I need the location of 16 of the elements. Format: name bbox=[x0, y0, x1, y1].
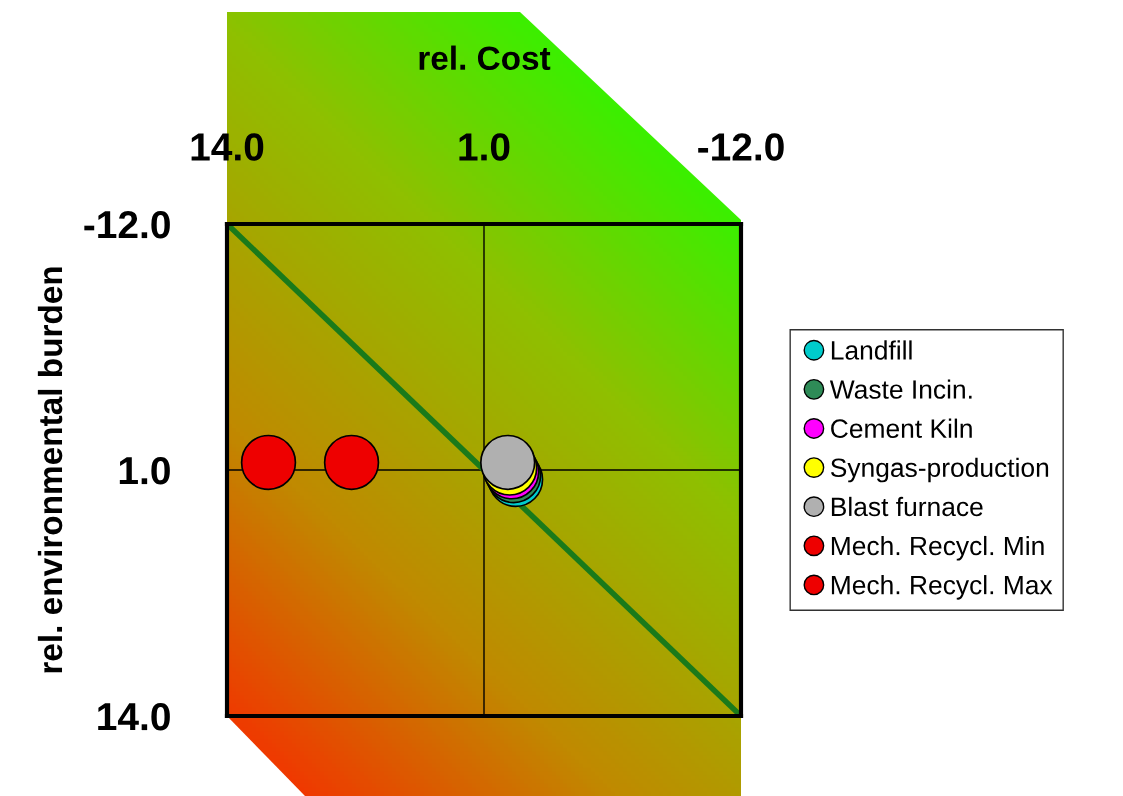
point bbox=[240, 434, 297, 491]
x-tick-label: -12.0 bbox=[698, 133, 784, 161]
point bbox=[323, 434, 380, 491]
x-axis-title: rel. Cost bbox=[419, 45, 551, 71]
legend-label: Waste Incin. bbox=[829, 379, 972, 399]
y-tick-label: 14.0 bbox=[98, 702, 170, 731]
legend-label: Mech. Recycl. Max bbox=[831, 575, 1053, 600]
legend-label: Syngas-production bbox=[830, 457, 1049, 483]
legend-label: Mech. Recycl. Min bbox=[831, 535, 1044, 561]
x-tick-label: 1.0 bbox=[459, 133, 510, 161]
y-tick-label: -12.0 bbox=[84, 210, 170, 239]
legend-label: Cement Kiln bbox=[831, 418, 972, 438]
legend-label: Landfill bbox=[831, 340, 912, 360]
y-tick-label: 1.0 bbox=[119, 456, 170, 485]
legend-label: Blast furnace bbox=[831, 496, 983, 517]
y-axis-title: rel. environmental burden bbox=[37, 267, 63, 673]
